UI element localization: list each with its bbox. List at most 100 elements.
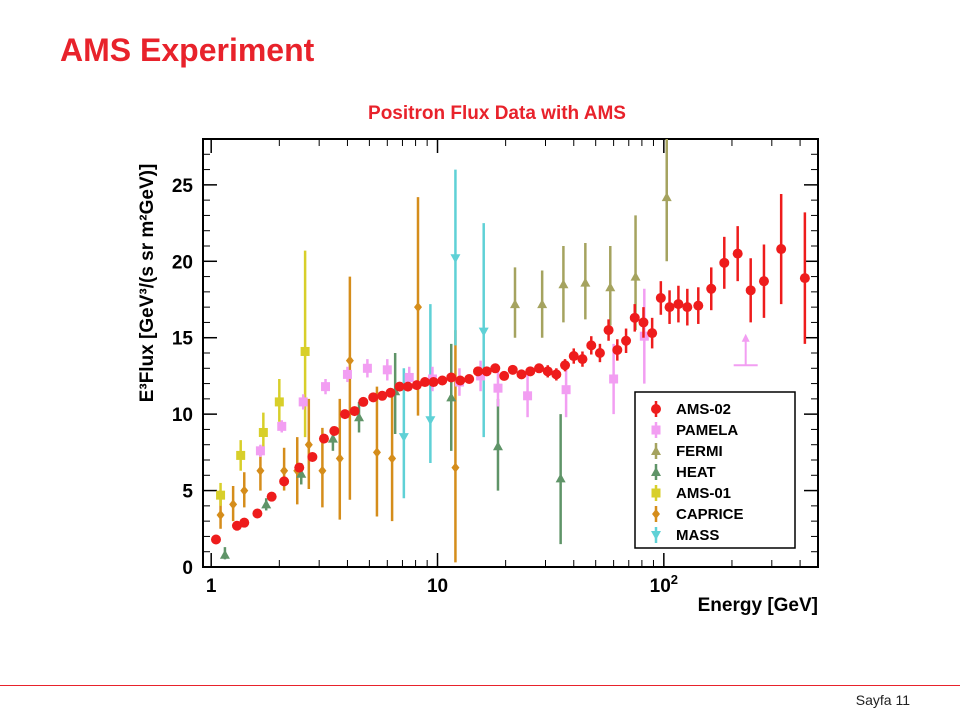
data-point <box>419 377 430 388</box>
data-point <box>240 485 249 496</box>
legend-label: PAMELA <box>676 422 738 439</box>
data-point <box>236 450 246 460</box>
data-point <box>398 433 409 443</box>
y-tick-label: 10 <box>172 405 193 426</box>
legend-marker <box>651 425 661 435</box>
legend-entry-heat: HEAT <box>651 464 716 481</box>
data-point <box>304 439 313 450</box>
data-point <box>732 248 743 259</box>
data-point <box>437 375 448 386</box>
legend-marker <box>651 404 661 414</box>
legend-entry-caprice: CAPRICE <box>652 506 744 523</box>
data-point <box>493 383 503 393</box>
legend-label: AMS-01 <box>676 485 731 502</box>
data-point <box>266 491 277 502</box>
data-point <box>664 302 675 313</box>
x-tick-label: 10 <box>427 576 448 597</box>
y-tick-label: 25 <box>172 176 194 197</box>
data-point <box>586 340 597 351</box>
data-point <box>377 390 388 401</box>
data-point <box>394 381 405 392</box>
data-point <box>298 397 308 407</box>
data-point <box>280 465 289 476</box>
legend-label: HEAT <box>676 464 716 481</box>
data-point <box>279 476 290 487</box>
data-point <box>455 375 466 386</box>
data-point <box>428 377 439 388</box>
data-point <box>745 285 756 296</box>
data-point <box>339 409 350 420</box>
y-tick-label: 0 <box>182 558 193 579</box>
data-point <box>450 254 461 264</box>
data-point <box>414 302 423 313</box>
data-point <box>255 446 265 456</box>
data-point <box>368 392 379 403</box>
data-point <box>294 462 305 473</box>
data-point <box>682 302 693 313</box>
data-point <box>327 433 338 443</box>
data-point <box>481 366 492 377</box>
data-point <box>534 363 545 374</box>
tick-marks <box>203 138 818 568</box>
data-point <box>560 360 571 371</box>
data-point <box>318 433 329 444</box>
data-point <box>476 371 486 381</box>
data-point <box>261 499 272 509</box>
page-number: Sayfa 11 <box>855 692 910 708</box>
data-point <box>296 468 307 478</box>
data-point <box>499 370 510 381</box>
legend-marker <box>652 509 660 519</box>
data-point <box>490 363 501 374</box>
data-point <box>594 348 605 358</box>
data-point <box>335 453 344 464</box>
data-point <box>256 465 265 476</box>
legend-marker <box>651 467 661 476</box>
data-point <box>425 416 436 426</box>
data-point <box>446 372 457 383</box>
legend: AMS-02 PAMELA FERMI HEAT AMS-01 CAPRICE MASS <box>634 391 796 549</box>
data-point <box>655 292 666 303</box>
legend-label: FERMI <box>676 443 723 460</box>
data-point <box>349 406 360 417</box>
legend-label: AMS-02 <box>676 401 731 418</box>
data-point <box>473 366 484 377</box>
legend-label: MASS <box>676 527 719 544</box>
positron-flux-chart: Positron Flux Data with AMS 0 5 10 15 20 25 1 1… <box>137 103 819 616</box>
legend-marker <box>651 446 661 455</box>
data-point <box>758 276 769 287</box>
data-point <box>252 508 263 519</box>
legend-marker <box>651 531 661 540</box>
data-point <box>362 363 372 373</box>
data-point <box>776 244 787 255</box>
data-point <box>345 355 354 366</box>
x-tick-label: 1 <box>206 576 217 597</box>
legend-entry-ams-02: AMS-02 <box>651 401 731 418</box>
series-ams-02 <box>210 194 810 545</box>
data-point <box>507 364 518 375</box>
data-point <box>525 366 536 377</box>
data-point <box>300 346 310 356</box>
data-point <box>258 427 268 437</box>
data-point <box>799 273 810 284</box>
data-point <box>516 369 527 380</box>
data-point <box>555 473 566 483</box>
data-point <box>274 397 284 407</box>
upper-limit-arrowhead <box>741 333 750 342</box>
data-point <box>446 392 457 402</box>
data-point <box>580 277 591 287</box>
legend-entry-ams-01: AMS-01 <box>651 485 731 502</box>
data-point <box>673 299 684 310</box>
data-point <box>404 372 414 382</box>
data-point <box>239 517 250 528</box>
data-point <box>388 453 397 464</box>
slide-title: AMS Experiment <box>60 32 315 68</box>
data-point <box>321 382 331 392</box>
data-point <box>706 283 717 294</box>
data-point <box>605 282 616 292</box>
legend-marker <box>651 488 661 498</box>
data-point <box>342 369 352 379</box>
data-point <box>621 335 632 346</box>
data-point <box>219 549 230 559</box>
data-point <box>478 327 489 337</box>
data-point <box>661 192 672 202</box>
